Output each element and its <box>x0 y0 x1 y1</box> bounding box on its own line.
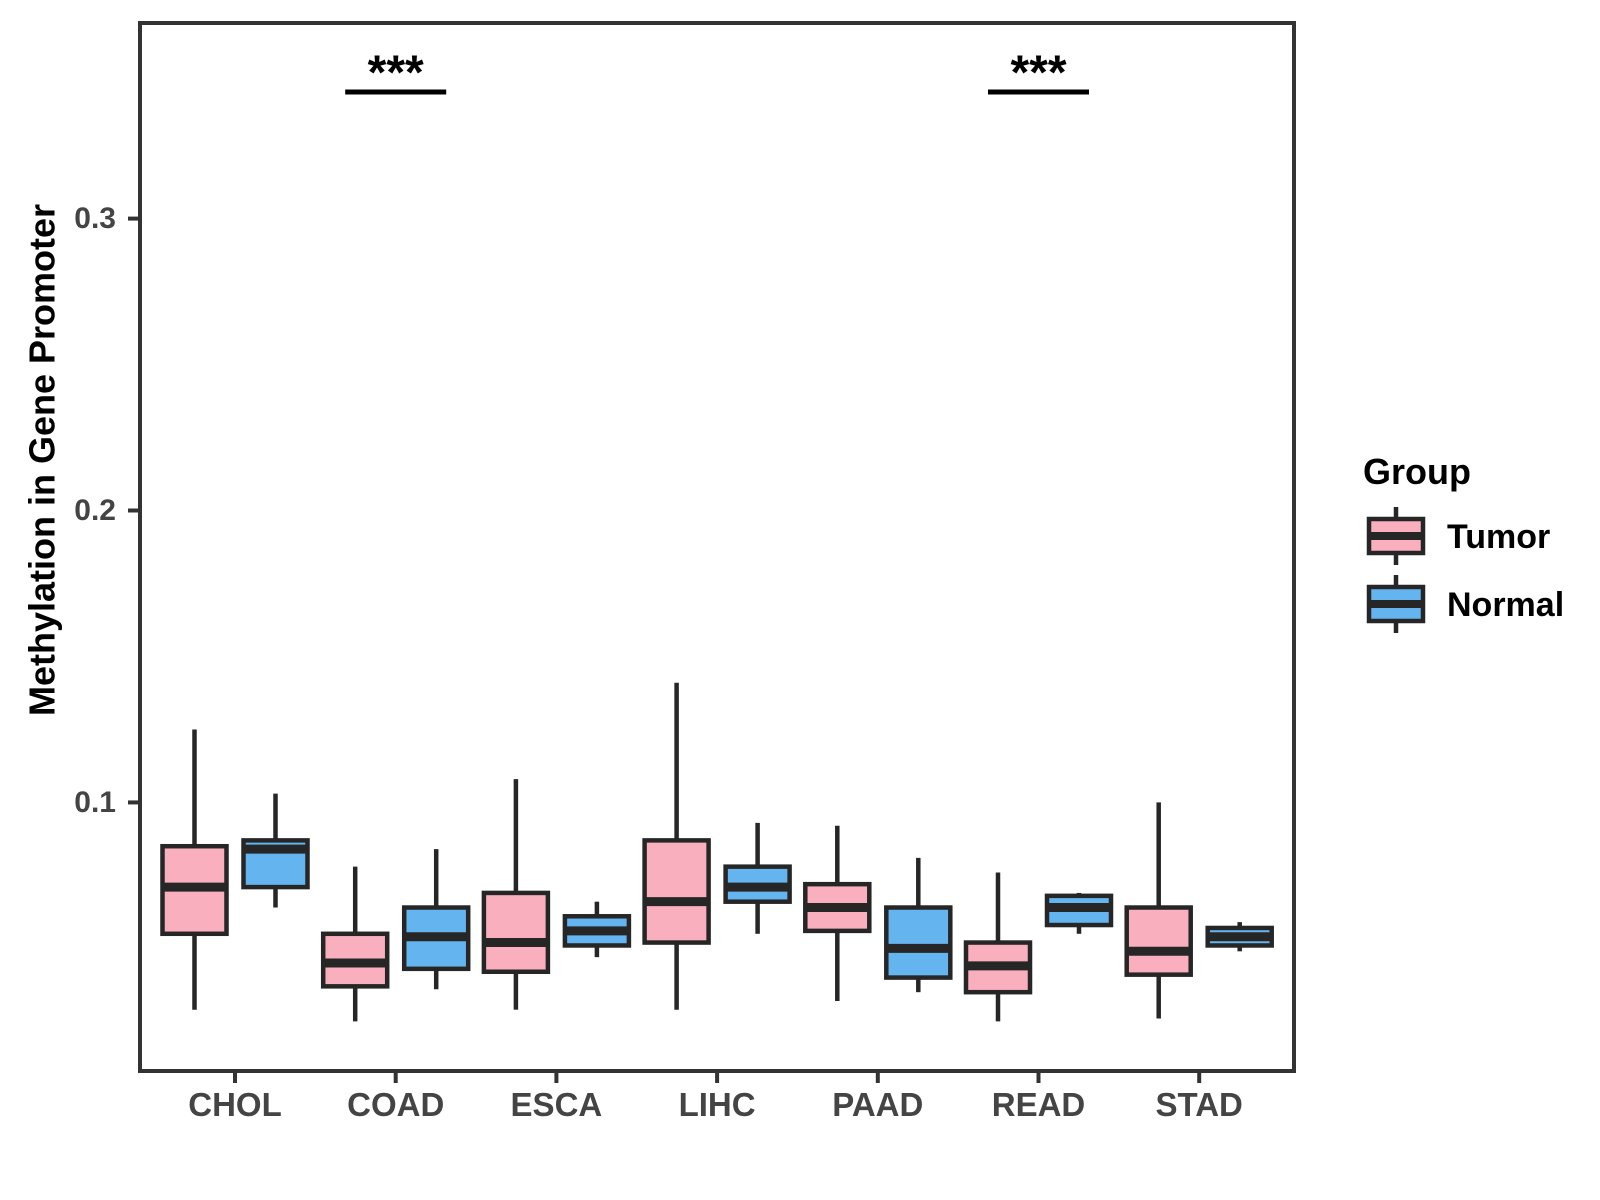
boxplot-tumor-read <box>963 872 1033 1022</box>
boxplot-normal-esca <box>562 901 632 958</box>
x-tick-label-esca: ESCA <box>511 1086 603 1123</box>
y-tick-label-0-2: 0.2 <box>74 494 116 527</box>
boxplot-normal-paad <box>884 857 953 993</box>
box-normal-paad <box>884 905 953 980</box>
boxplot-tumor-stad <box>1124 802 1193 1019</box>
x-tick-label-lihc: LIHC <box>679 1086 756 1123</box>
x-tick-label-chol: CHOL <box>188 1086 282 1123</box>
boxplot-tumor-paad <box>803 825 872 1001</box>
boxplot-normal-read <box>1044 892 1114 934</box>
boxplot-tumor-lihc <box>642 682 711 1010</box>
legend-key-normal: Normal <box>1366 575 1564 633</box>
box-tumor-stad <box>1124 905 1193 977</box>
boxplot-tumor-coad <box>320 866 390 1022</box>
legend-title: Group <box>1363 451 1471 492</box>
y-tick-label-0-1: 0.1 <box>74 786 116 819</box>
boxplot-tumor-chol <box>160 729 229 1010</box>
significance-coad: *** <box>345 47 447 100</box>
x-tick-label-coad: COAD <box>347 1086 444 1123</box>
y-tick-label-0-3: 0.3 <box>74 202 116 235</box>
boxplot-tumor-esca <box>481 779 551 1010</box>
box-tumor-esca <box>481 890 551 974</box>
y-axis-title: Methylation in Gene Promoter <box>22 204 63 716</box>
legend-label-tumor: Tumor <box>1447 518 1550 556</box>
legend-label-normal: Normal <box>1447 586 1564 624</box>
plot-panel <box>138 21 1296 1073</box>
legend: Group Tumor Normal <box>1363 451 1564 633</box>
boxplot-normal-lihc <box>723 822 792 934</box>
boxplot-normal-stad <box>1205 922 1274 952</box>
legend-key-tumor: Tumor <box>1366 507 1550 565</box>
x-tick-label-stad: STAD <box>1156 1086 1243 1123</box>
x-tick-label-read: READ <box>992 1086 1086 1123</box>
boxplot-normal-coad <box>401 849 471 990</box>
box-tumor-lihc <box>642 838 711 945</box>
significance-read: *** <box>988 47 1089 100</box>
boxplot-normal-chol <box>241 793 310 908</box>
x-tick-label-paad: PAAD <box>832 1086 923 1123</box>
